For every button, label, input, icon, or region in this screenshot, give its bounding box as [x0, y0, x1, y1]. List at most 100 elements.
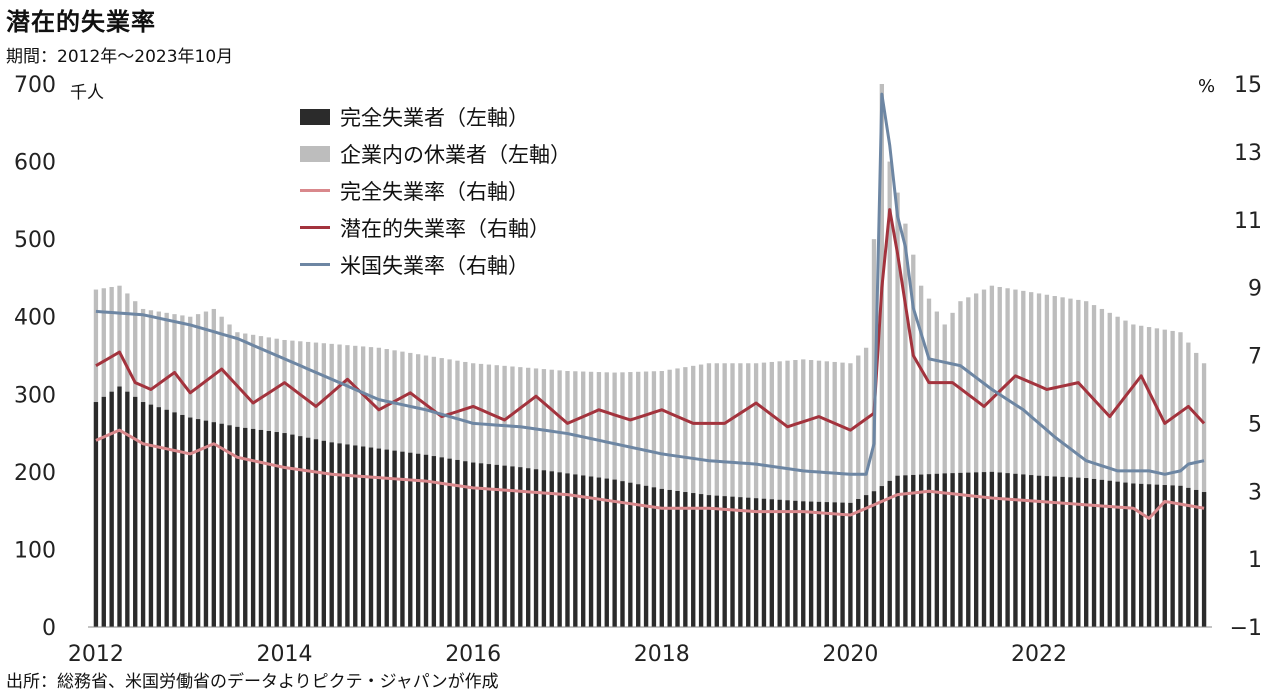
unemployed-bar	[109, 391, 114, 627]
unemployed-bar	[871, 491, 877, 627]
unemployed-bar	[942, 473, 947, 627]
unemployed-bar	[180, 414, 185, 627]
unemployed-bar	[447, 458, 452, 627]
unemployed-bar	[667, 489, 672, 627]
furlough-bar	[1107, 312, 1112, 627]
period-label: 期間：2012年～2023年10月	[6, 47, 234, 67]
unemployed-bar	[1084, 478, 1089, 627]
unemployed-bar	[258, 429, 264, 627]
unemployed-bar	[423, 454, 429, 627]
unemployed-bar	[1186, 487, 1191, 627]
unemployed-bar	[305, 437, 311, 627]
unemployed-bar	[431, 456, 437, 627]
left-tick-label: 0	[42, 616, 56, 641]
unemployed-bar	[117, 386, 122, 627]
unemployed-bar	[856, 499, 861, 627]
unemployed-bar	[753, 498, 759, 627]
unemployed-bar	[573, 474, 578, 627]
furlough-bar	[926, 298, 932, 627]
furlough-bar	[1194, 352, 1199, 627]
unemployed-bar	[777, 499, 782, 627]
furlough-bar	[1021, 290, 1026, 627]
unemployed-bar	[738, 497, 743, 627]
unemployed-bar	[746, 497, 751, 627]
furlough-bar	[1005, 288, 1010, 627]
unemployed-bar	[1154, 484, 1160, 627]
unemployed-bar	[360, 446, 366, 627]
unemployed-bar	[518, 467, 523, 627]
unemployed-bar	[769, 499, 774, 627]
furlough-bar	[911, 254, 916, 627]
furlough-bar	[1186, 342, 1191, 627]
furlough-bar	[848, 363, 853, 627]
unemployed-bar	[486, 464, 492, 627]
unemployed-bar	[455, 459, 460, 627]
legend-item-furlough: 企業内の休業者（左軸）	[300, 135, 571, 172]
furlough-bar	[808, 360, 814, 627]
right-tick-label: 9	[1248, 277, 1262, 302]
unemployed-bar	[337, 443, 342, 627]
furlough-bar	[1068, 298, 1073, 627]
legend-label-us-rate: 米国失業率（右軸）	[340, 253, 529, 278]
unemployed-bar	[1029, 475, 1034, 627]
unemployed-bar	[345, 444, 350, 627]
legend-label-unemployed: 完全失業者（左軸）	[340, 105, 529, 130]
unemployed-bar	[1036, 475, 1042, 627]
unemployed-bar	[235, 426, 240, 627]
unemployed-bar	[313, 439, 319, 627]
unemployed-bar	[1194, 489, 1199, 627]
unemployed-bar	[203, 420, 209, 627]
unemployed-bar	[133, 396, 138, 627]
unemployed-bar	[1201, 492, 1207, 627]
unemployed-bar	[997, 472, 1002, 627]
legend-label-jp-rate: 完全失業率（右軸）	[340, 179, 529, 204]
legend: 完全失業者（左軸） 企業内の休業者（左軸） 完全失業率（右軸） 潜在的失業率（右…	[300, 98, 571, 283]
legend-swatch-potential-rate	[300, 226, 330, 229]
unemployed-bar	[950, 473, 955, 627]
furlough-bar	[1029, 292, 1034, 627]
unemployed-bar	[298, 436, 303, 627]
left-tick-label: 300	[14, 383, 56, 408]
unemployed-bar	[620, 481, 625, 627]
unemployed-bar	[706, 495, 712, 627]
unemployed-bar	[376, 448, 382, 627]
unemployed-bar	[761, 498, 767, 627]
unemployed-bar	[973, 472, 979, 627]
unemployed-bar	[636, 484, 641, 627]
furlough-bar	[777, 361, 782, 627]
unemployed-bar	[714, 495, 719, 627]
legend-swatch-us-rate	[300, 263, 330, 266]
right-tick-label: 5	[1248, 412, 1262, 437]
left-axis-unit: 千人	[70, 83, 104, 103]
unemployed-bar	[1146, 484, 1152, 627]
furlough-bar	[1139, 325, 1144, 627]
unemployed-bar	[148, 404, 154, 627]
legend-item-potential-rate: 潜在的失業率（右軸）	[300, 209, 571, 246]
furlough-bar	[785, 360, 790, 627]
unemployed-bar	[156, 407, 161, 627]
unemployed-bar	[848, 502, 853, 627]
furlough-bar	[879, 84, 884, 627]
unemployed-bar	[250, 428, 256, 627]
unemployed-bar	[989, 471, 995, 627]
unemployed-bar	[816, 501, 822, 627]
furlough-bar	[856, 355, 861, 627]
furlough-bar	[1123, 320, 1128, 627]
unemployed-bar	[125, 391, 130, 627]
furlough-bar	[1099, 308, 1105, 627]
unemployed-bar	[321, 440, 326, 627]
furlough-bar	[950, 312, 955, 627]
unemployed-bar	[1068, 477, 1073, 627]
unemployed-bar	[895, 475, 900, 627]
unemployed-bar	[510, 466, 515, 627]
left-tick-label: 400	[14, 306, 56, 331]
furlough-bar	[746, 363, 751, 627]
furlough-bar	[1178, 332, 1183, 627]
unemployed-bar	[1060, 476, 1065, 627]
unemployed-bar	[1021, 474, 1026, 627]
unemployed-bar	[290, 434, 295, 627]
unemployed-bar	[353, 445, 358, 627]
source-note: 出所：総務省、米国労働省のデータよりピクテ・ジャパンが作成	[6, 672, 499, 692]
furlough-bar	[761, 362, 767, 627]
